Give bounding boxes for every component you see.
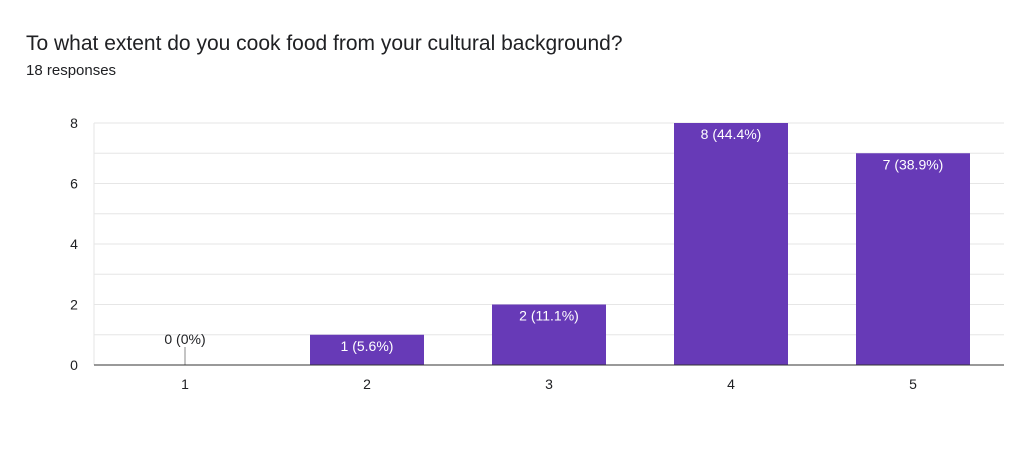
bar-5 bbox=[856, 153, 970, 365]
question-title: To what extent do you cook food from you… bbox=[26, 32, 623, 55]
y-tick-label: 4 bbox=[70, 236, 78, 252]
data-label: 0 (0%) bbox=[164, 331, 205, 347]
data-labels: 0 (0%) 1 (5.6%) 2 (11.1%) 8 (44.4%) 7 (38.9%… bbox=[164, 126, 943, 354]
x-tick-label: 5 bbox=[909, 376, 917, 392]
x-axis-tick-labels: 1 2 3 4 5 bbox=[181, 376, 917, 392]
data-label: 7 (38.9%) bbox=[883, 156, 944, 172]
x-tick-label: 2 bbox=[363, 376, 371, 392]
x-tick-label: 1 bbox=[181, 376, 189, 392]
response-count: 18 responses bbox=[26, 62, 117, 79]
y-tick-label: 8 bbox=[70, 115, 78, 131]
bar-2 bbox=[310, 334, 424, 365]
y-tick-label: 0 bbox=[70, 357, 78, 373]
data-label: 8 (44.4%) bbox=[701, 126, 762, 142]
bars bbox=[184, 123, 970, 365]
gridlines bbox=[93, 122, 1004, 365]
data-label: 1 (5.6%) bbox=[341, 338, 394, 354]
data-label: 2 (11.1%) bbox=[519, 308, 579, 324]
y-tick-label: 6 bbox=[70, 176, 78, 192]
y-tick-label: 2 bbox=[70, 297, 78, 313]
y-axis-tick-labels: 0 2 4 6 8 bbox=[70, 115, 78, 373]
bar-3 bbox=[492, 304, 606, 365]
x-tick-label: 3 bbox=[545, 376, 553, 392]
x-tick-label: 4 bbox=[727, 376, 735, 392]
bar-4 bbox=[674, 123, 788, 365]
